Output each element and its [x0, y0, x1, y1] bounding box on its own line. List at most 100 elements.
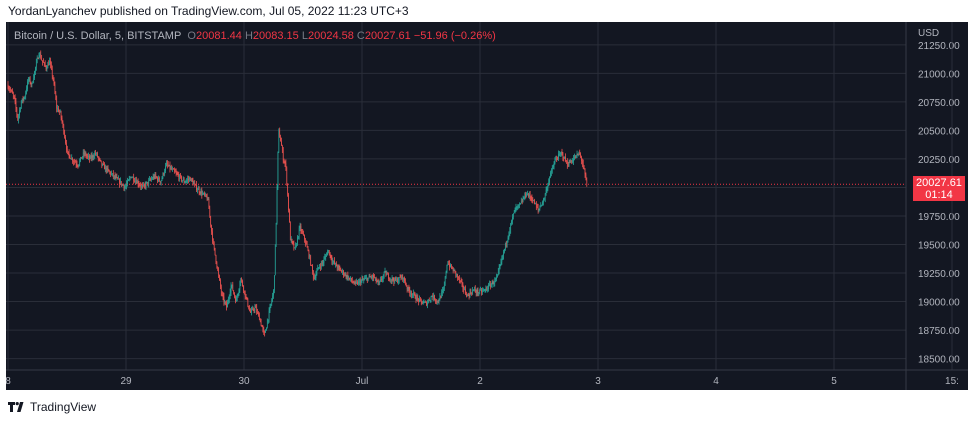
candle-body — [51, 68, 53, 76]
candle-body — [378, 281, 380, 284]
candle-body — [349, 277, 350, 279]
candle-body — [394, 278, 396, 283]
y-tick-label: 21000.00 — [918, 69, 960, 80]
candle-body — [45, 65, 47, 69]
y-tick-label: 18750.00 — [918, 326, 960, 337]
candle-body — [538, 208, 540, 210]
candle-body — [523, 198, 525, 199]
candle-body — [468, 294, 470, 297]
candle-body — [141, 185, 142, 187]
candle-body — [70, 158, 72, 160]
candle-body — [137, 181, 139, 185]
candle-body — [521, 201, 523, 202]
candle-body — [43, 62, 45, 64]
candle-body — [161, 177, 163, 181]
candle-body — [271, 300, 273, 304]
candle-body — [122, 184, 124, 186]
candle-body — [180, 175, 181, 177]
candle-body — [390, 279, 392, 281]
candle-body — [148, 180, 150, 184]
candle-body — [405, 284, 407, 287]
candle-body — [513, 213, 514, 218]
candle-body — [336, 266, 338, 269]
candle-body — [441, 292, 442, 298]
candle-body — [509, 229, 511, 234]
tradingview-brand[interactable]: TradingView — [8, 400, 96, 414]
candle-body — [174, 171, 176, 173]
candlestick-chart[interactable]: 21250.00 21000.00 20750.00 20500.00 20250.00… — [6, 22, 968, 390]
candle-body — [420, 298, 421, 300]
candle-body — [325, 255, 327, 258]
candle-body — [214, 247, 216, 255]
candle-body — [27, 81, 28, 89]
candle-body — [147, 181, 149, 184]
candle-body — [80, 157, 81, 161]
candle-body — [12, 91, 13, 94]
candle-body — [549, 177, 550, 183]
candle-body — [423, 302, 425, 304]
candle-body — [87, 156, 88, 157]
candle-body — [476, 289, 478, 293]
candle-body — [415, 298, 417, 300]
candle-body — [136, 181, 138, 184]
candle-body — [247, 299, 249, 306]
candle-body — [128, 179, 129, 181]
candle-body — [88, 156, 89, 157]
candle-body — [452, 268, 454, 272]
candle-body — [71, 158, 73, 160]
candle-body — [32, 82, 34, 84]
candle-body — [530, 197, 532, 199]
candle-body — [357, 282, 358, 285]
candle-body — [556, 158, 557, 160]
candle-body — [210, 216, 211, 226]
candle-body — [179, 175, 180, 179]
candle-body — [182, 179, 184, 181]
chart-panel[interactable]: 21250.00 21000.00 20750.00 20500.00 20250.00… — [6, 22, 968, 390]
candle-body — [152, 176, 154, 179]
candle-body — [105, 166, 107, 171]
candle-body — [259, 320, 261, 321]
candle-body — [493, 282, 495, 285]
candle-body — [369, 276, 371, 278]
candle-body — [297, 237, 298, 245]
candle-body — [449, 264, 450, 267]
candle-body — [132, 177, 134, 178]
candle-body — [552, 166, 554, 170]
candle-body — [490, 284, 491, 287]
candle-body — [181, 176, 182, 181]
candle-body — [326, 255, 327, 256]
candle-body — [56, 99, 57, 109]
candle-body — [200, 191, 202, 194]
candle-body — [463, 288, 465, 290]
candle-body — [144, 185, 146, 187]
candle-body — [551, 170, 552, 173]
candle-body — [440, 296, 442, 298]
candle-body — [478, 292, 480, 294]
candle-body — [351, 280, 353, 282]
candle-body — [537, 207, 539, 210]
candle-body — [223, 296, 225, 303]
candle-body — [59, 111, 60, 113]
candle-body — [213, 240, 214, 243]
candle-body — [521, 201, 522, 204]
candle-body — [43, 61, 44, 63]
candle-body — [113, 175, 115, 177]
candle-body — [13, 95, 15, 98]
candle-body — [165, 166, 166, 172]
candle-body — [427, 302, 428, 306]
candle-body — [143, 184, 145, 186]
candle-body — [490, 284, 492, 287]
candle-body — [186, 180, 188, 182]
candle-body — [126, 184, 127, 187]
candle-body — [425, 302, 427, 303]
candle-body — [163, 173, 165, 175]
candle-body — [350, 277, 351, 279]
candle-body — [467, 294, 469, 296]
candle-body — [311, 265, 312, 266]
candle-body — [66, 143, 67, 150]
candle-body — [560, 152, 562, 154]
candle-body — [499, 264, 501, 268]
x-tick-label: 30 — [238, 376, 250, 387]
candle-body — [419, 298, 420, 302]
candle-body — [91, 155, 93, 159]
